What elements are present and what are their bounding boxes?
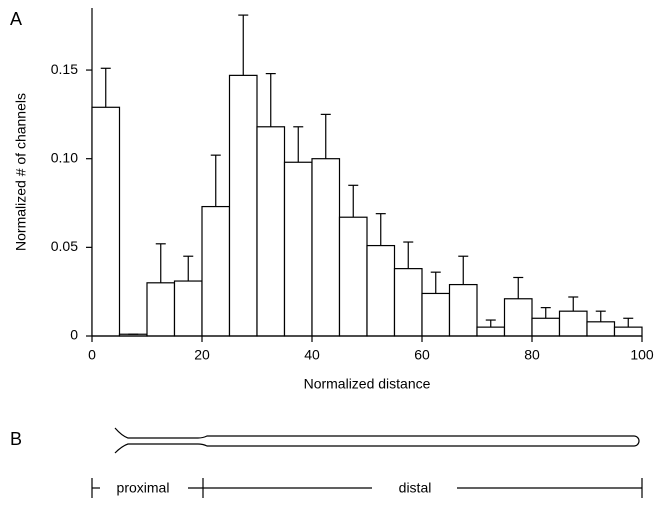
bar [311, 158, 341, 337]
segment-label: proximal [117, 480, 170, 496]
x-tick-label: 60 [414, 347, 430, 363]
x-tick-label: 100 [630, 347, 654, 363]
bar [228, 74, 258, 337]
bar [586, 321, 616, 337]
bar [283, 161, 313, 337]
bar [393, 268, 423, 337]
y-axis-label: Normalized # of channels [13, 93, 29, 251]
y-tick-label: 0.15 [51, 61, 78, 77]
x-tick-label: 0 [88, 347, 96, 363]
bar [503, 298, 533, 337]
bar [476, 326, 506, 337]
x-axis-label: Normalized distance [304, 376, 431, 392]
bar [366, 244, 396, 337]
x-tick-label: 20 [194, 347, 210, 363]
bar [421, 292, 451, 337]
bar [146, 282, 176, 337]
y-tick-label: 0.10 [51, 149, 78, 165]
panel-label: B [10, 429, 22, 449]
bar [558, 310, 588, 337]
bar [256, 126, 286, 337]
x-tick-label: 80 [524, 347, 540, 363]
y-tick-label: 0.05 [51, 238, 78, 254]
bar [91, 106, 121, 337]
y-tick-label: 0 [70, 327, 78, 343]
segment-label: distal [399, 480, 432, 496]
x-tick-label: 40 [304, 347, 320, 363]
bar [531, 317, 561, 337]
bar [173, 280, 203, 337]
bar [201, 205, 231, 337]
bar [448, 283, 478, 337]
bar [338, 216, 368, 337]
panel-label: A [10, 9, 22, 29]
dendrite-outline [114, 427, 640, 454]
bar [613, 326, 643, 337]
